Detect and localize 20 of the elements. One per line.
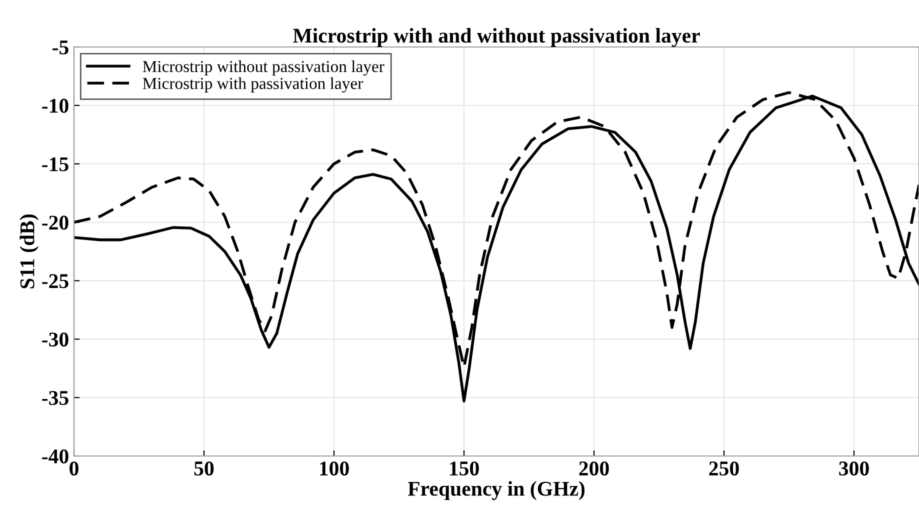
- y-tick-label: -30: [42, 332, 68, 347]
- legend-label: Microstrip without passivation layer: [142, 60, 384, 76]
- x-tick-label: 300: [839, 461, 869, 476]
- legend-label: Microstrip with passivation layer: [142, 77, 363, 93]
- y-tick-label: -35: [42, 391, 68, 406]
- x-tick-label: 200: [579, 461, 609, 476]
- x-tick-label: 0: [70, 461, 78, 476]
- y-tick-label: -25: [42, 274, 68, 288]
- x-tick-label: 100: [320, 461, 349, 476]
- chart-title: Microstrip with and without passivation layer: [293, 28, 700, 47]
- x-tick-label: 250: [709, 461, 739, 476]
- x-tick-label: 50: [194, 461, 214, 476]
- y-axis-title: S11 (dB): [20, 214, 39, 288]
- x-tick-label: 150: [450, 461, 479, 476]
- y-tick-label: -40: [42, 449, 68, 464]
- y-tick-label: -15: [42, 157, 68, 172]
- y-tick-label: -10: [42, 98, 68, 113]
- y-tick-label: -20: [42, 216, 68, 230]
- x-axis-title: Frequency in (GHz): [408, 481, 585, 500]
- y-tick-label: -5: [52, 40, 68, 54]
